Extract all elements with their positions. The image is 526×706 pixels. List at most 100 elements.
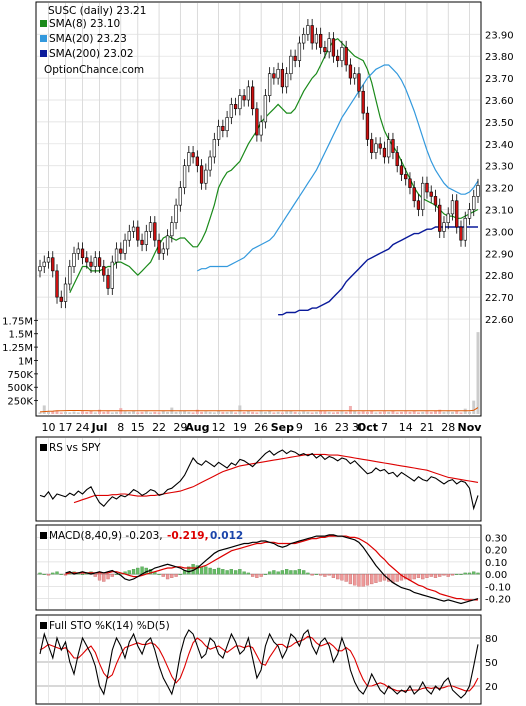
macd-y-tick-1: 0.20: [485, 546, 507, 557]
candle-body-102: [472, 196, 476, 210]
macd-histogram-bar-35: [187, 566, 191, 575]
macd-histogram-bar-60: [293, 570, 297, 575]
price-panel: 23.90 23.80 23.70 23.60 23.50 23.40 23.30 23.20…: [2, 1, 514, 417]
candle-body-53: [263, 95, 268, 123]
volume-bar-42: [217, 410, 221, 414]
price-y-tick-6: 23.30: [485, 162, 514, 173]
candle-body-99: [459, 226, 463, 241]
candle-body-19: [119, 248, 123, 254]
candle-body-60: [293, 55, 297, 61]
sto-lines: [39, 628, 479, 699]
candle-body-27: [153, 222, 157, 241]
price-y-tick-4: 23.50: [485, 118, 514, 129]
candle-body-7: [68, 266, 72, 285]
volume-bar-88: [412, 410, 416, 414]
candle-body-5: [59, 296, 63, 302]
macd-histogram-bar-22: [131, 569, 136, 575]
volume-bar-51: [255, 412, 259, 414]
volume-bar-1: [42, 405, 46, 414]
volume-average-line: [39, 407, 479, 413]
volume-bar-5: [59, 412, 63, 414]
price-y-tick-8: 23.10: [485, 206, 514, 217]
macd-histogram-bar-75: [357, 573, 361, 587]
macd-histogram-bar-17: [110, 573, 114, 577]
volume-bar-78: [370, 410, 374, 414]
macd-histogram-bar-44: [225, 570, 229, 575]
date-label-11: 26: [254, 421, 268, 434]
sma8-swatch: [40, 20, 47, 27]
macd-y-tick-2: 0.10: [485, 558, 507, 569]
volume-bar-94: [438, 409, 442, 414]
volume-bar-86: [404, 411, 408, 414]
volume-y-tick-0: 1.75M: [2, 316, 33, 327]
rs-title: RS vs SPY: [49, 442, 101, 454]
macd-histogram-bar-10: [80, 573, 85, 575]
volume-bar-52: [259, 411, 263, 414]
date-label-9: 12: [212, 421, 226, 434]
macd-histogram-bar-31: [170, 573, 174, 578]
candle-body-39: [204, 169, 208, 184]
price-y-tick-12: 22.70: [485, 293, 514, 304]
candle-body-24: [140, 239, 144, 245]
volume-bar-53: [263, 411, 267, 414]
candle-body-26: [148, 222, 153, 232]
macd-histogram-bar-39: [204, 566, 208, 575]
macd-y-tick-0: 0.30: [485, 533, 507, 544]
volume-bar-96: [446, 411, 450, 414]
volume-bar-38: [200, 411, 204, 414]
candle-body-58: [284, 73, 289, 88]
candle-body-83: [391, 139, 395, 153]
candle-body-1: [42, 261, 46, 267]
candle-body-75: [357, 73, 361, 92]
volume-bar-64: [310, 412, 314, 414]
candle-body-21: [127, 231, 131, 241]
macd-histogram-bar-59: [289, 570, 293, 575]
macd-histogram-bar-92: [429, 573, 433, 577]
candle-body-3: [51, 257, 55, 272]
volume-bar-60: [293, 411, 297, 414]
candle-body-78: [370, 139, 374, 153]
candle-body-95: [442, 222, 446, 232]
volume-bar-80: [378, 411, 382, 414]
candle-body-57: [280, 69, 285, 88]
volume-bar-14: [98, 409, 102, 414]
candle-body-74: [353, 73, 357, 79]
volume-bar-18: [115, 411, 119, 414]
volume-bar-40: [208, 411, 212, 414]
macd-histogram-bar-102: [472, 571, 476, 575]
volume-bar-67: [323, 411, 327, 414]
candle-body-47: [238, 95, 242, 110]
candle-body-13: [93, 257, 97, 267]
date-label-13: 9: [296, 421, 303, 434]
price-y-tick-0: 23.90: [485, 30, 514, 41]
watermark: OptionChance.com: [44, 64, 144, 76]
volume-bar-95: [442, 411, 446, 414]
macd-histogram-bar-49: [246, 572, 251, 575]
candles: [38, 18, 480, 309]
volume-bar-39: [204, 411, 208, 414]
macd-histogram-bar-47: [238, 569, 242, 575]
macd-histogram-bar-13: [93, 573, 97, 577]
macd-histogram-bar-41: [212, 569, 216, 575]
candle-body-32: [174, 204, 178, 223]
macd-histogram-bar-72: [344, 573, 348, 582]
volume-bar-59: [289, 410, 293, 414]
date-label-8: Aug: [185, 421, 209, 434]
macd-histogram-bar-101: [467, 572, 472, 575]
sma200-swatch: [40, 50, 47, 57]
macd-histogram-bar-15: [102, 573, 106, 582]
candle-body-44: [225, 117, 229, 131]
macd-histogram-bar-61: [297, 569, 302, 575]
candle-body-33: [178, 187, 182, 206]
macd-histogram-bar-32: [174, 573, 178, 577]
macd-histogram-bar-73: [348, 573, 353, 585]
price-y-tick-5: 23.40: [485, 140, 514, 151]
macd-histogram-bar-38: [199, 566, 204, 575]
candle-body-62: [301, 33, 306, 44]
candle-body-79: [374, 143, 378, 153]
macd-histogram-bar-16: [106, 573, 110, 580]
macd-histogram-bar-100: [463, 572, 467, 575]
volume-bar-48: [242, 411, 246, 414]
price-y-tick-2: 23.70: [485, 74, 514, 85]
volume-bar-63: [306, 411, 310, 414]
